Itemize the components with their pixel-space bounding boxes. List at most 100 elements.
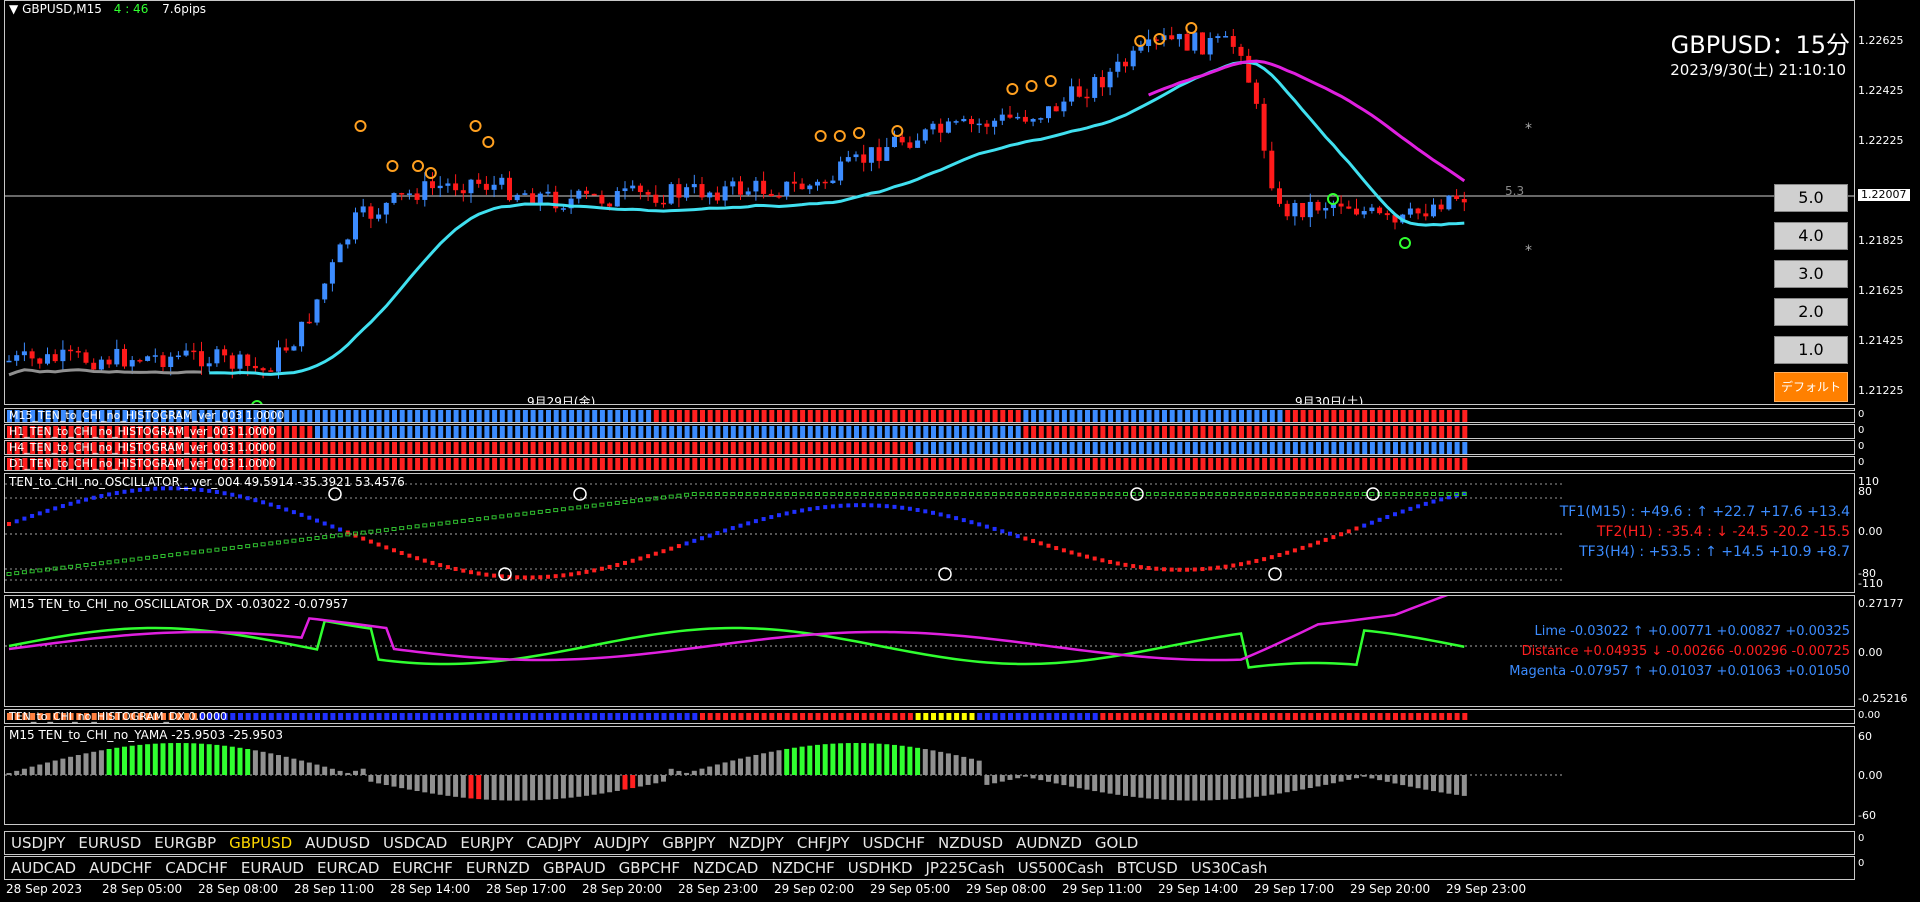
level-button-1[interactable]: 1.0 [1774, 336, 1848, 364]
candle-body [1292, 202, 1298, 217]
histogram-bar [338, 442, 344, 454]
histogram-bar [122, 426, 128, 438]
histogram-bar [230, 458, 236, 470]
symbol-nzdusd[interactable]: NZDUSD [937, 834, 1004, 852]
yama-bar [545, 775, 551, 800]
symbol-audchf[interactable]: AUDCHF [89, 859, 153, 877]
yama-pane[interactable]: M15 TEN_to_CHI_no_YAMA -25.9503 -25.9503 [4, 726, 1855, 825]
symbol-gbpusd[interactable]: GBPUSD [229, 834, 293, 852]
candle-body [491, 184, 497, 190]
symbol-nzdjpy[interactable]: NZDJPY [728, 834, 784, 852]
signal-marker-green [1399, 237, 1411, 249]
histogram-dx-bar [122, 713, 128, 720]
default-button[interactable]: デフォルト [1774, 372, 1848, 402]
yama-bar [1269, 775, 1275, 795]
level-button-5[interactable]: 5.0 [1774, 184, 1848, 212]
symbol-eurcad[interactable]: EURCAD [316, 859, 380, 877]
yama-bar [560, 775, 566, 799]
histogram-bar [1323, 458, 1329, 470]
histogram-bar [877, 442, 883, 454]
histogram-bar [1385, 442, 1391, 454]
tf-trend-dot [607, 501, 613, 506]
yama-bar [430, 775, 435, 794]
symbol-eurnzd[interactable]: EURNZD [465, 859, 530, 877]
histogram-pane-d1[interactable]: D1_TEN_to_CHI_no_HISTOGRAM_ver_003 1.000… [4, 456, 1855, 471]
level-button-3[interactable]: 3.0 [1774, 260, 1848, 288]
histogram-bar [484, 410, 490, 422]
oscillator-dot [1215, 565, 1220, 570]
symbol-audusd[interactable]: AUDUSD [305, 834, 370, 852]
tf-trend-dot [1176, 492, 1182, 496]
histogram-pane-h1[interactable]: H1_TEN_to_CHI_no_HISTOGRAM_ver_003 1.000… [4, 424, 1855, 439]
tf-trend-dot [1461, 492, 1467, 496]
yama-bar [568, 775, 574, 798]
tf-trend-dot [360, 530, 366, 535]
histogram-dx-label: TEN_to_CHI_no_HISTOGRAM_DX 0.0000 [9, 710, 227, 723]
symbol-gold[interactable]: GOLD [1094, 834, 1139, 852]
yama-bar [591, 775, 597, 795]
candle-body [122, 348, 127, 367]
histogram-dx-bar [507, 713, 513, 720]
symbol-nzdcad[interactable]: NZDCAD [693, 859, 759, 877]
histogram-dx-bar [869, 713, 875, 720]
tf1-readout: TF1(M15) : +49.6 : ↑ +22.7 +17.6 +13.4 [1559, 504, 1850, 520]
symbol-chfjpy[interactable]: CHFJPY [796, 834, 850, 852]
candle-body [299, 321, 305, 347]
symbol-audnzd[interactable]: AUDNZD [1016, 834, 1082, 852]
yama-bar [414, 775, 420, 792]
histogram-bar [1454, 426, 1460, 438]
symbol-gbpaud[interactable]: GBPAUD [542, 859, 606, 877]
histogram-dx-bar [1077, 713, 1083, 720]
symbol-euraud[interactable]: EURAUD [240, 859, 304, 877]
histogram-bar [1262, 458, 1268, 470]
symbol-gbpchf[interactable]: GBPCHF [618, 859, 680, 877]
symbol-usdcad[interactable]: USDCAD [383, 834, 448, 852]
oscillator-pane[interactable]: TEN_to_CHI_no_OSCILLATOR__ver_004 49.591… [4, 473, 1855, 593]
histogram-pane-h4[interactable]: H4_TEN_to_CHI_no_HISTOGRAM_ver_003 1.000… [4, 440, 1855, 455]
oscillator-dot [1085, 554, 1089, 559]
dx-pane[interactable]: M15 TEN_to_CHI_no_OSCILLATOR_DX -0.03022… [4, 595, 1855, 707]
yama-bar [1377, 775, 1383, 781]
oscillator-dot [122, 489, 127, 494]
oscillator-dot [1385, 514, 1390, 519]
symbol-audcad[interactable]: AUDCAD [11, 859, 77, 877]
tf-trend-dot [1153, 492, 1159, 496]
histogram-pane-m15[interactable]: M15_TEN_to_CHI_no_HISTOGRAM_ver_003 1.00… [4, 408, 1855, 423]
histogram-bar [530, 458, 536, 470]
tf-trend-dot [314, 536, 320, 540]
symbol-jp225cash[interactable]: JP225Cash [925, 859, 1005, 877]
symbol-us500cash[interactable]: US500Cash [1017, 859, 1104, 877]
symbol-btcusd[interactable]: BTCUSD [1116, 859, 1178, 877]
symbol-audjpy[interactable]: AUDJPY [594, 834, 650, 852]
candle-body [1431, 204, 1436, 217]
symbol-cadchf[interactable]: CADCHF [165, 859, 228, 877]
symbol-eurgbp[interactable]: EURGBP [154, 834, 217, 852]
symbol-eurusd[interactable]: EURUSD [78, 834, 142, 852]
symbol-eurchf[interactable]: EURCHF [392, 859, 453, 877]
histogram-bar [1416, 442, 1422, 454]
collapse-arrow-icon[interactable]: ▼ [9, 2, 19, 16]
oscillator-dot [599, 566, 604, 571]
osc-axis: 110 [1858, 475, 1879, 488]
osc-marker [1268, 567, 1282, 581]
tf-trend-dot [584, 504, 589, 509]
symbol-gbpjpy[interactable]: GBPJPY [662, 834, 716, 852]
oscillator-dot [222, 491, 227, 496]
level-button-4[interactable]: 4.0 [1774, 222, 1848, 250]
yama-bar [1346, 775, 1352, 780]
level-button-2[interactable]: 2.0 [1774, 298, 1848, 326]
histogram-dx-pane[interactable]: TEN_to_CHI_no_HISTOGRAM_DX 0.0000 [4, 709, 1855, 724]
histogram-bar [777, 410, 782, 422]
symbol-usdchf[interactable]: USDCHF [862, 834, 925, 852]
symbol-eurjpy[interactable]: EURJPY [460, 834, 514, 852]
symbol-usdjpy[interactable]: USDJPY [11, 834, 66, 852]
symbol-us30cash[interactable]: US30Cash [1190, 859, 1268, 877]
signal-marker-orange [482, 136, 495, 148]
tf-trend-dot [1123, 492, 1128, 496]
histogram-bar [91, 442, 97, 454]
symbol-cadjpy[interactable]: CADJPY [526, 834, 582, 852]
symbol-usdhkd[interactable]: USDHKD [847, 859, 913, 877]
symbol-nzdchf[interactable]: NZDCHF [771, 859, 835, 877]
price-chart-pane[interactable]: ▼ GBPUSD,M15 4 : 46 7.6pips GBPUSD：15分 2… [4, 0, 1855, 405]
candle-body [360, 206, 366, 213]
